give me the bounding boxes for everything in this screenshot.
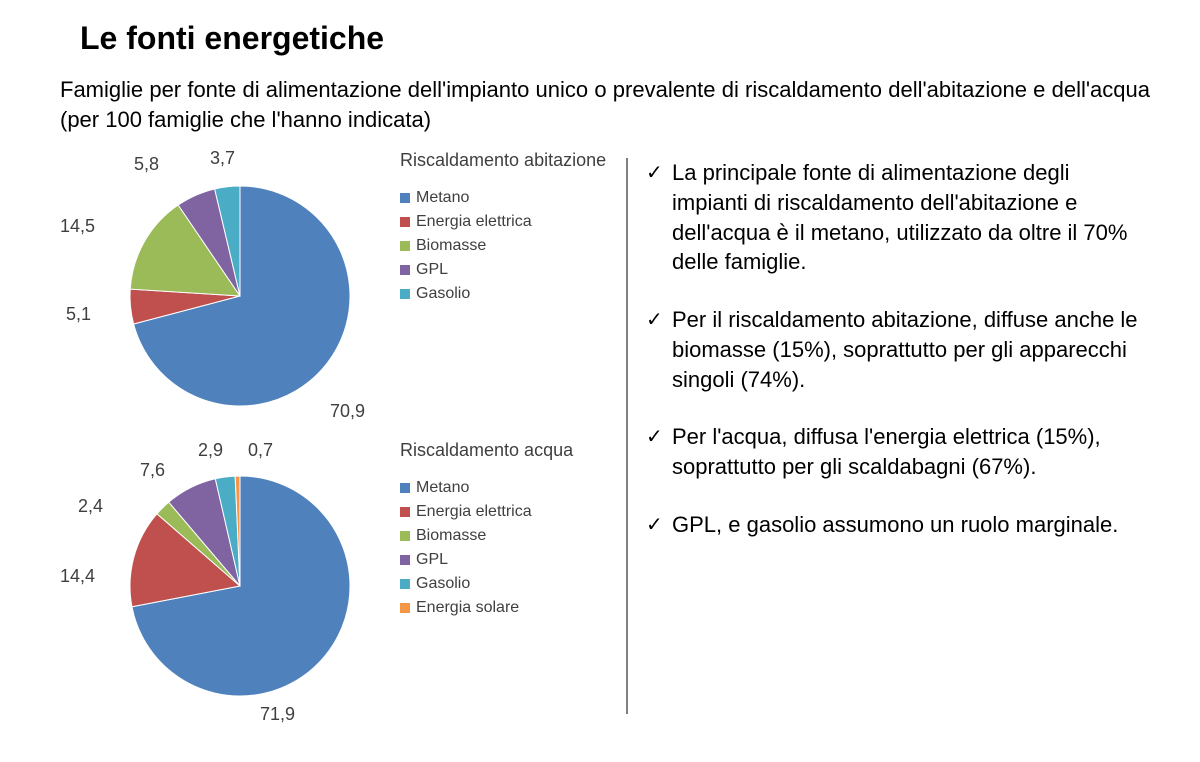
check-icon: ✓ bbox=[646, 158, 672, 187]
bullet-item: ✓La principale fonte di alimentazione de… bbox=[646, 158, 1150, 277]
slice-value-label: 71,9 bbox=[260, 704, 295, 725]
pie-chart-acqua: 71,9 14,4 2,4 7,6 2,9 0,7 bbox=[60, 436, 400, 726]
legend-swatch bbox=[400, 507, 410, 517]
bullet-text: GPL, e gasolio assumono un ruolo margina… bbox=[672, 510, 1150, 540]
legend-label: Biomasse bbox=[416, 527, 486, 545]
legend-swatch bbox=[400, 193, 410, 203]
page-title: Le fonti energetiche bbox=[80, 20, 1160, 57]
legend-swatch bbox=[400, 265, 410, 275]
legend-label: GPL bbox=[416, 261, 448, 279]
check-icon: ✓ bbox=[646, 510, 672, 539]
chart-side-acqua: Riscaldamento acqua Metano Energia elettr… bbox=[400, 436, 620, 726]
pie-svg bbox=[60, 436, 400, 726]
legend-item: Energia solare bbox=[400, 599, 620, 617]
bullet-text: Per l'acqua, diffusa l'energia elettrica… bbox=[672, 422, 1150, 481]
check-icon: ✓ bbox=[646, 422, 672, 451]
legend-item: Metano bbox=[400, 189, 620, 207]
bullet-item: ✓Per il riscaldamento abitazione, diffus… bbox=[646, 305, 1150, 394]
chart-side-abitazione: Riscaldamento abitazione Metano Energia e… bbox=[400, 146, 620, 436]
legend-swatch bbox=[400, 241, 410, 251]
check-icon: ✓ bbox=[646, 305, 672, 334]
chart-title: Riscaldamento abitazione bbox=[400, 150, 620, 171]
bullets-column: ✓La principale fonte di alimentazione de… bbox=[646, 146, 1160, 726]
legend-label: Energia elettrica bbox=[416, 213, 532, 231]
legend-swatch bbox=[400, 531, 410, 541]
chart-title: Riscaldamento acqua bbox=[400, 440, 620, 461]
legend-item: Metano bbox=[400, 479, 620, 497]
legend-item: Energia elettrica bbox=[400, 503, 620, 521]
legend-swatch bbox=[400, 483, 410, 493]
legend-item: Gasolio bbox=[400, 285, 620, 303]
legend-swatch bbox=[400, 289, 410, 299]
pie-chart-abitazione: 70,9 5,1 14,5 5,8 3,7 bbox=[60, 146, 400, 436]
legend-swatch bbox=[400, 579, 410, 589]
bullet-item: ✓Per l'acqua, diffusa l'energia elettric… bbox=[646, 422, 1150, 481]
legend-swatch bbox=[400, 217, 410, 227]
legend-label: Metano bbox=[416, 189, 469, 207]
legend-label: Energia elettrica bbox=[416, 503, 532, 521]
content-row: 70,9 5,1 14,5 5,8 3,7 Riscaldamento abitazio… bbox=[60, 146, 1160, 726]
page: Le fonti energetiche Famiglie per fonte … bbox=[0, 0, 1200, 746]
chart-block-abitazione: 70,9 5,1 14,5 5,8 3,7 Riscaldamento abitazio… bbox=[60, 146, 620, 436]
legend-acqua: Metano Energia elettrica Biomasse GPL Gasoli… bbox=[400, 479, 620, 617]
slice-value-label: 5,1 bbox=[66, 304, 91, 325]
legend-item: Gasolio bbox=[400, 575, 620, 593]
slice-value-label: 14,5 bbox=[60, 216, 95, 237]
slice-value-label: 7,6 bbox=[140, 460, 165, 481]
bullet-item: ✓GPL, e gasolio assumono un ruolo margin… bbox=[646, 510, 1150, 540]
legend-item: Biomasse bbox=[400, 237, 620, 255]
legend-item: Energia elettrica bbox=[400, 213, 620, 231]
legend-label: Metano bbox=[416, 479, 469, 497]
legend-swatch bbox=[400, 603, 410, 613]
slice-value-label: 0,7 bbox=[248, 440, 273, 461]
slice-value-label: 3,7 bbox=[210, 148, 235, 169]
bullet-text: La principale fonte di alimentazione deg… bbox=[672, 158, 1150, 277]
legend-item: Biomasse bbox=[400, 527, 620, 545]
vertical-divider bbox=[626, 158, 628, 714]
legend-label: Gasolio bbox=[416, 575, 470, 593]
legend-swatch bbox=[400, 555, 410, 565]
slice-value-label: 2,4 bbox=[78, 496, 103, 517]
slice-value-label: 70,9 bbox=[330, 401, 365, 422]
legend-abitazione: Metano Energia elettrica Biomasse GPL Gasoli… bbox=[400, 189, 620, 303]
legend-item: GPL bbox=[400, 551, 620, 569]
slice-value-label: 5,8 bbox=[134, 154, 159, 175]
charts-column: 70,9 5,1 14,5 5,8 3,7 Riscaldamento abitazio… bbox=[60, 146, 620, 726]
chart-block-acqua: 71,9 14,4 2,4 7,6 2,9 0,7 Riscaldamento acqua… bbox=[60, 436, 620, 726]
legend-label: Gasolio bbox=[416, 285, 470, 303]
legend-label: Energia solare bbox=[416, 599, 519, 617]
bullet-text: Per il riscaldamento abitazione, diffuse… bbox=[672, 305, 1150, 394]
legend-label: Biomasse bbox=[416, 237, 486, 255]
slice-value-label: 2,9 bbox=[198, 440, 223, 461]
slice-value-label: 14,4 bbox=[60, 566, 95, 587]
pie-svg bbox=[60, 146, 400, 436]
page-subtitle: Famiglie per fonte di alimentazione dell… bbox=[60, 75, 1160, 134]
legend-label: GPL bbox=[416, 551, 448, 569]
legend-item: GPL bbox=[400, 261, 620, 279]
